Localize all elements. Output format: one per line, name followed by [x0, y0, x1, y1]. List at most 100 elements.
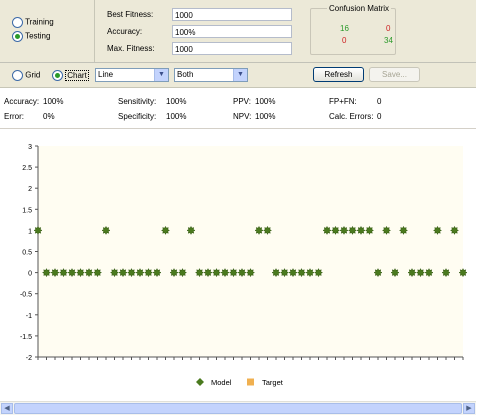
model-point: [458, 268, 468, 278]
model-point: [67, 268, 77, 278]
scroll-right-icon[interactable]: ▶: [463, 403, 475, 414]
sensitivity-value: 100%: [166, 97, 187, 106]
grid-label: Grid: [25, 70, 41, 80]
model-point: [118, 268, 128, 278]
stats-accuracy-value: 100%: [43, 97, 64, 106]
chart-panel: 3 2.5 2 1.5 1 0.5 0 -0.5 -1 -1.5 -2 Model Target: [0, 129, 476, 400]
model-point: [135, 268, 145, 278]
model-point: [75, 268, 86, 278]
model-point: [288, 268, 298, 278]
best-fitness-field[interactable]: 1000: [172, 8, 292, 21]
stats-panel: Accuracy: 100% Error: 0% Sensitivity: 10…: [0, 88, 476, 129]
chart-type-select[interactable]: Line ▼: [95, 68, 169, 82]
model-point: [254, 225, 264, 235]
grid-radio-circle[interactable]: [12, 70, 23, 81]
y-tick-label: 2: [28, 186, 32, 193]
model-point: [177, 268, 188, 278]
series-select[interactable]: Both ▼: [174, 68, 248, 82]
chart-radio-circle[interactable]: [52, 70, 63, 81]
false-positive-count: 0: [342, 36, 347, 45]
save-button[interactable]: Save...: [369, 67, 420, 82]
testing-radio-circle[interactable]: [12, 31, 23, 42]
model-point: [58, 268, 69, 278]
model-point: [186, 225, 196, 235]
chevron-down-icon[interactable]: ▼: [233, 69, 247, 81]
y-tick-label: 1.5: [22, 207, 32, 214]
model-point: [228, 268, 239, 278]
model-point: [356, 225, 366, 235]
chart-label: Chart: [65, 69, 89, 81]
series-value: Both: [177, 70, 194, 79]
y-tick-label: 0.5: [22, 250, 32, 257]
confusion-matrix-title: Confusion Matrix: [327, 4, 392, 13]
model-point: [271, 268, 281, 278]
true-positive-count: 16: [340, 24, 349, 33]
npv-label: NPV:: [233, 112, 252, 121]
scroll-thumb[interactable]: [14, 403, 462, 414]
stats-error-value: 0%: [43, 112, 55, 121]
model-point: [262, 225, 273, 235]
chart-radio[interactable]: Chart: [52, 69, 89, 81]
model-point: [407, 268, 417, 278]
model-point: [424, 268, 434, 278]
model-point: [347, 225, 358, 235]
model-point: [126, 268, 137, 278]
refresh-button[interactable]: Refresh: [313, 67, 364, 82]
view-toolbar: Grid Chart Line ▼ Both ▼ Refresh Save...: [0, 63, 476, 88]
model-point: [109, 268, 120, 278]
specificity-value: 100%: [166, 112, 187, 121]
model-point: [373, 268, 383, 278]
y-tick-label: 3: [28, 144, 32, 151]
model-point: [441, 268, 451, 278]
chart-type-value: Line: [98, 70, 114, 79]
y-tick-label: -1: [26, 313, 32, 320]
model-point: [92, 268, 103, 278]
model-point: [322, 225, 332, 235]
model-point: [220, 268, 230, 278]
model-point: [169, 268, 179, 278]
true-negative-count: 34: [384, 36, 393, 45]
model-point: [160, 225, 171, 235]
top-panel: Training Testing Best Fitness: 1000 Accu…: [0, 0, 476, 63]
model-point: [41, 268, 52, 278]
ppv-value: 100%: [255, 97, 276, 106]
model-point: [390, 268, 400, 278]
training-radio-circle[interactable]: [12, 17, 23, 28]
grid-radio[interactable]: Grid: [12, 70, 40, 81]
model-point: [203, 268, 213, 278]
model-point: [237, 268, 247, 278]
model-point: [245, 268, 256, 278]
calc-errors-label: Calc. Errors:: [329, 112, 374, 121]
model-point: [143, 268, 154, 278]
false-negative-count: 0: [386, 24, 391, 33]
training-radio[interactable]: Training: [12, 17, 54, 28]
y-tick-label: 2.5: [22, 165, 32, 172]
model-point: [330, 225, 341, 235]
confusion-matrix-group: Confusion Matrix 16 0 0 34: [310, 4, 396, 55]
scroll-left-icon[interactable]: ◀: [1, 403, 13, 414]
fpfn-label: FP+FN:: [329, 97, 357, 106]
model-point: [364, 225, 375, 235]
model-point: [101, 225, 111, 235]
legend-target-label: Target: [262, 378, 284, 387]
npv-value: 100%: [255, 112, 276, 121]
model-point: [381, 225, 392, 235]
testing-radio[interactable]: Testing: [12, 31, 50, 42]
horizontal-scrollbar[interactable]: ◀ ▶: [0, 401, 476, 415]
max-fitness-field[interactable]: 1000: [172, 42, 292, 55]
model-point: [211, 268, 222, 278]
calc-errors-value: 0: [377, 112, 382, 121]
chevron-down-icon[interactable]: ▼: [154, 69, 168, 81]
accuracy-label: Accuracy:: [107, 27, 143, 36]
model-point: [449, 225, 460, 235]
model-point: [415, 268, 426, 278]
y-tick-label: 0: [28, 271, 32, 278]
stats-accuracy-label: Accuracy:: [4, 97, 40, 106]
model-point: [339, 225, 349, 235]
testing-label: Testing: [25, 31, 51, 41]
model-point: [194, 268, 205, 278]
sensitivity-label: Sensitivity:: [118, 97, 157, 106]
y-tick-label: -0.5: [20, 292, 32, 299]
accuracy-field[interactable]: 100%: [172, 25, 292, 38]
fpfn-value: 0: [377, 97, 382, 106]
